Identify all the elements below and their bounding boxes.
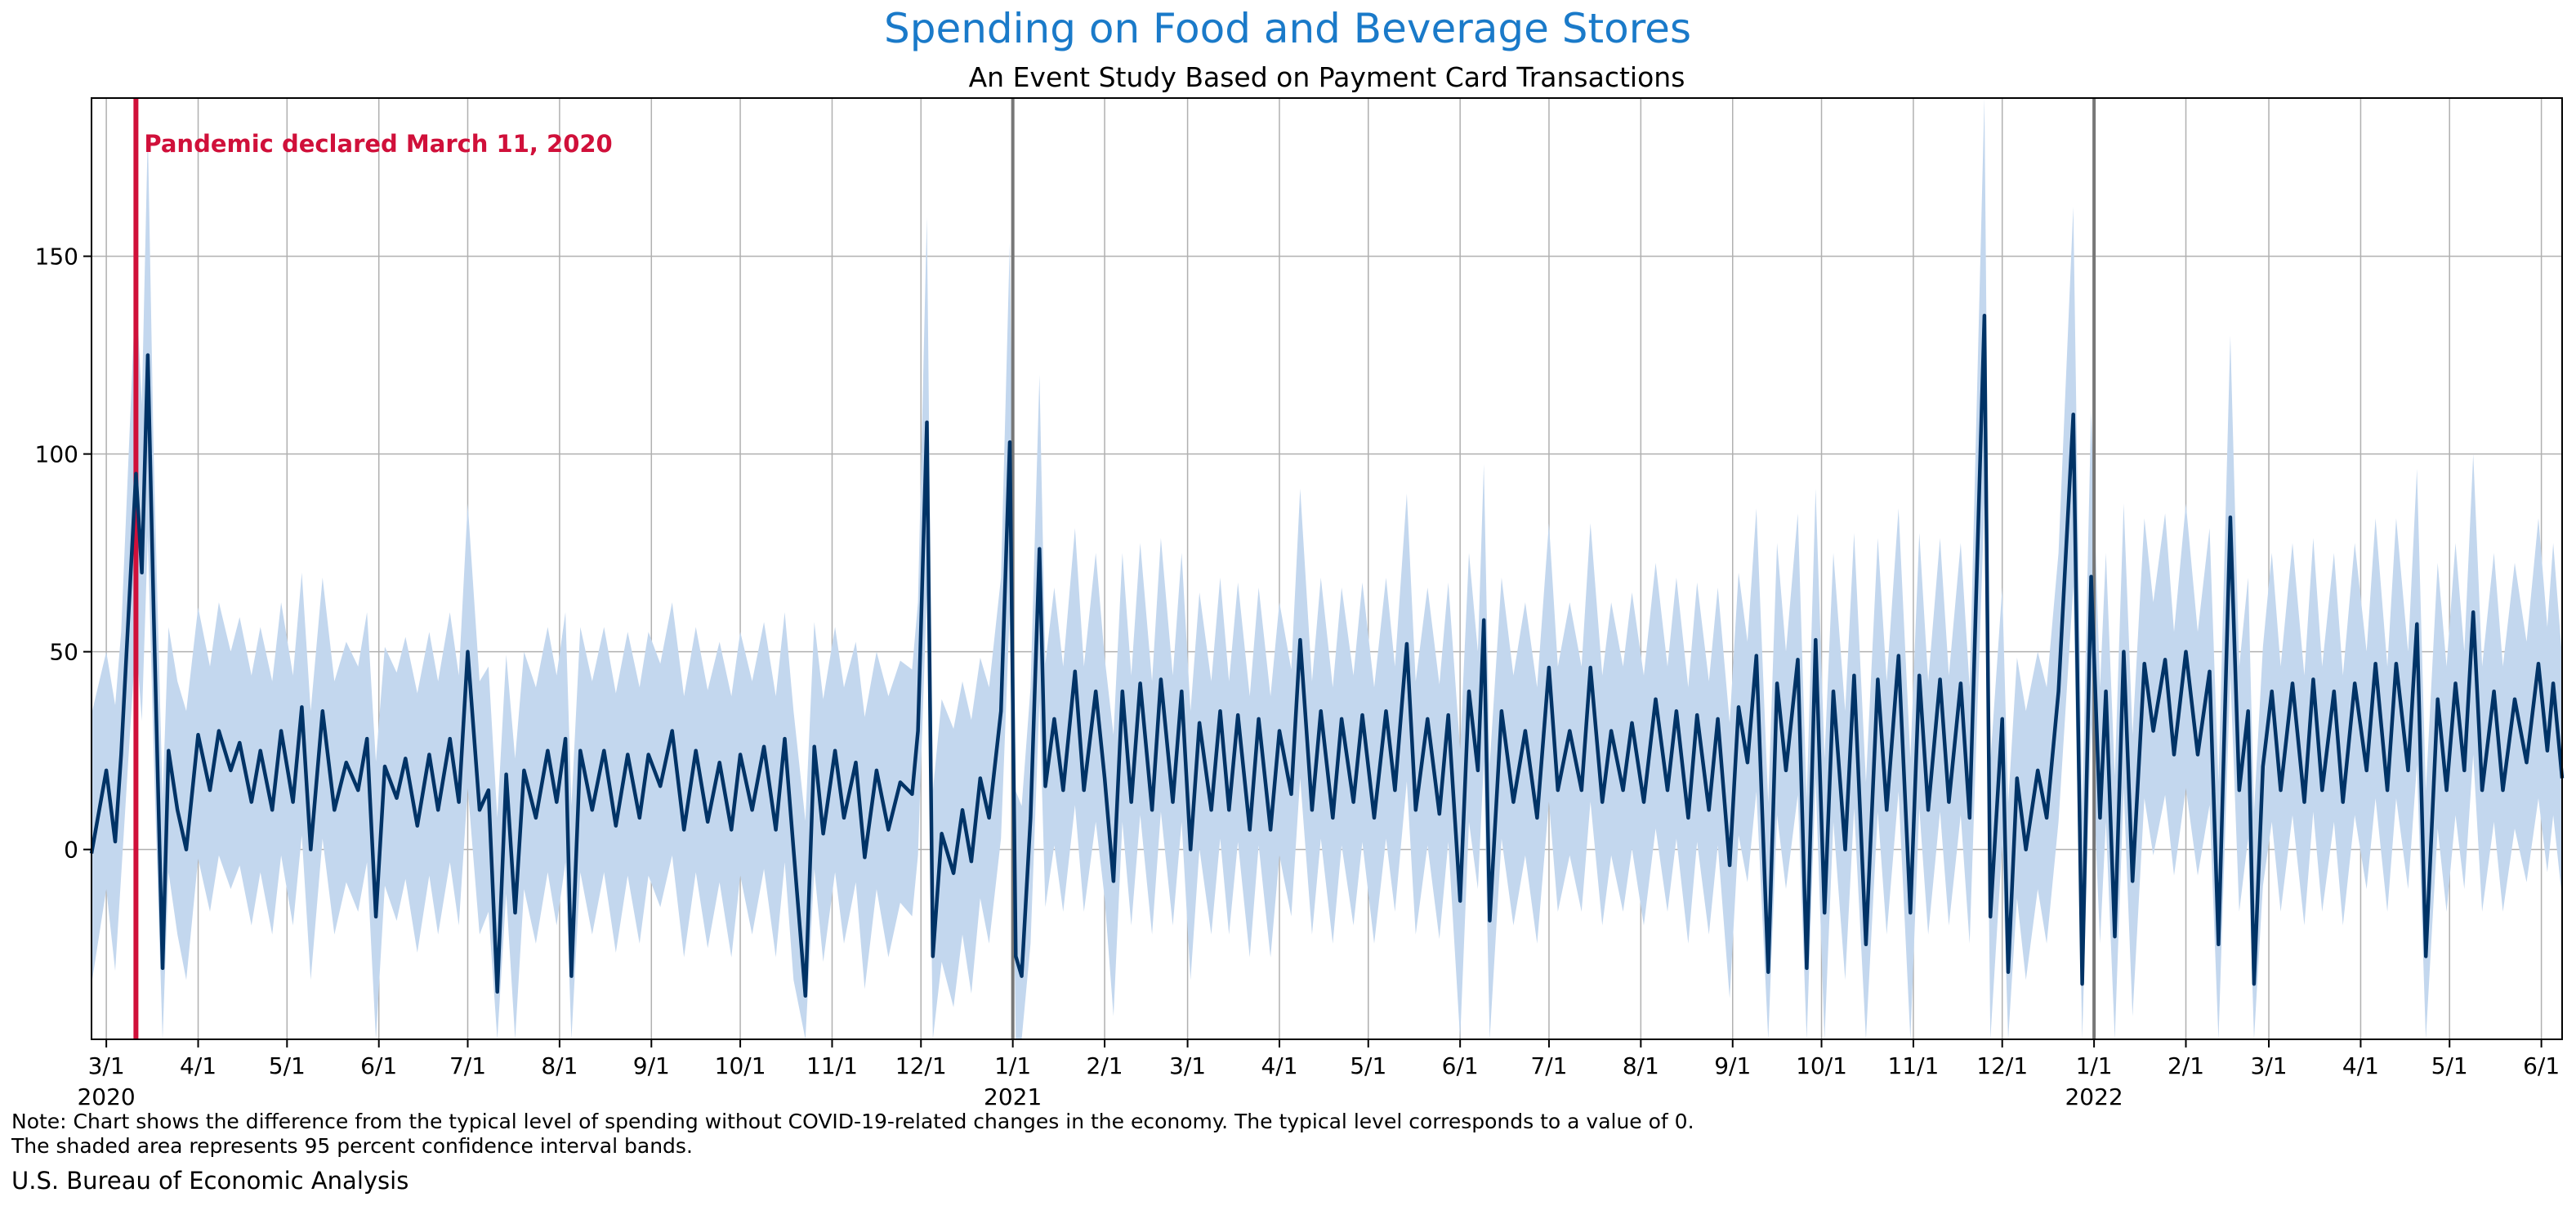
- x-tick-label: 9/1: [633, 1052, 670, 1079]
- x-tick-label: 2/1: [2168, 1052, 2204, 1079]
- x-tick-label: 5/1: [269, 1052, 306, 1079]
- x-tick-label: 1/1: [2076, 1052, 2113, 1079]
- y-axis: 0 50 100 150: [35, 243, 92, 864]
- x-tick-label: 11/1: [1887, 1052, 1939, 1079]
- source-credit: U.S. Bureau of Economic Analysis: [11, 1167, 409, 1195]
- event-annotation: Pandemic declared March 11, 2020: [144, 130, 612, 158]
- note-line-2: The shaded area represents 95 percent co…: [11, 1134, 693, 1158]
- x-year-label: 2022: [2065, 1083, 2123, 1110]
- x-tick-label: 12/1: [895, 1052, 947, 1079]
- y-tick-label: 0: [64, 837, 78, 864]
- x-year-label: 2021: [984, 1083, 1042, 1110]
- x-tick-label: 6/1: [1442, 1052, 1479, 1079]
- y-tick-label: 50: [49, 639, 78, 666]
- x-tick-label: 1/1: [994, 1052, 1031, 1079]
- y-tick-label: 100: [35, 441, 78, 468]
- x-tick-label: 5/1: [2431, 1052, 2468, 1079]
- chart-title: Spending on Food and Beverage Stores: [884, 5, 1691, 52]
- confidence-band: [92, 98, 2562, 1039]
- x-tick-label: 3/1: [88, 1052, 125, 1079]
- y-tick-label: 150: [35, 243, 78, 270]
- x-tick-label: 8/1: [541, 1052, 578, 1079]
- x-tick-label: 2/1: [1087, 1052, 1123, 1079]
- x-tick-label: 9/1: [1714, 1052, 1751, 1079]
- chart-subtitle: An Event Study Based on Payment Card Tra…: [969, 61, 1685, 93]
- note-line-1: Note: Chart shows the difference from th…: [11, 1110, 1694, 1133]
- x-tick-label: 4/1: [1261, 1052, 1297, 1079]
- x-tick-label: 10/1: [1796, 1052, 1847, 1079]
- x-tick-label: 4/1: [2342, 1052, 2379, 1079]
- x-tick-label: 6/1: [360, 1052, 397, 1079]
- chart: Spending on Food and Beverage Stores An …: [35, 5, 2565, 1110]
- x-year-label: 2020: [77, 1083, 135, 1110]
- chart-note: Note: Chart shows the difference from th…: [11, 1110, 1694, 1159]
- plot-frame: [91, 97, 2563, 1040]
- x-tick-label: 4/1: [180, 1052, 217, 1079]
- x-tick-label: 10/1: [715, 1052, 766, 1079]
- x-tick-label: 3/1: [1169, 1052, 1206, 1079]
- x-axis: 3/1 2020 4/1 5/1 6/1 7/1 8/1 9/1 10/1 11/1 12/1 1/1…: [77, 1039, 2560, 1110]
- x-tick-label: 7/1: [449, 1052, 486, 1079]
- x-tick-label: 6/1: [2523, 1052, 2560, 1079]
- x-tick-label: 8/1: [1623, 1052, 1659, 1079]
- series-line-layer: [89, 313, 2565, 998]
- x-tick-label: 3/1: [2251, 1052, 2288, 1079]
- series-line: [89, 313, 2565, 998]
- x-tick-label: 11/1: [806, 1052, 858, 1079]
- x-tick-label: 5/1: [1350, 1052, 1386, 1079]
- x-tick-label: 7/1: [1530, 1052, 1567, 1079]
- x-tick-label: 12/1: [1976, 1052, 2028, 1079]
- confidence-band-layer: [92, 98, 2562, 1039]
